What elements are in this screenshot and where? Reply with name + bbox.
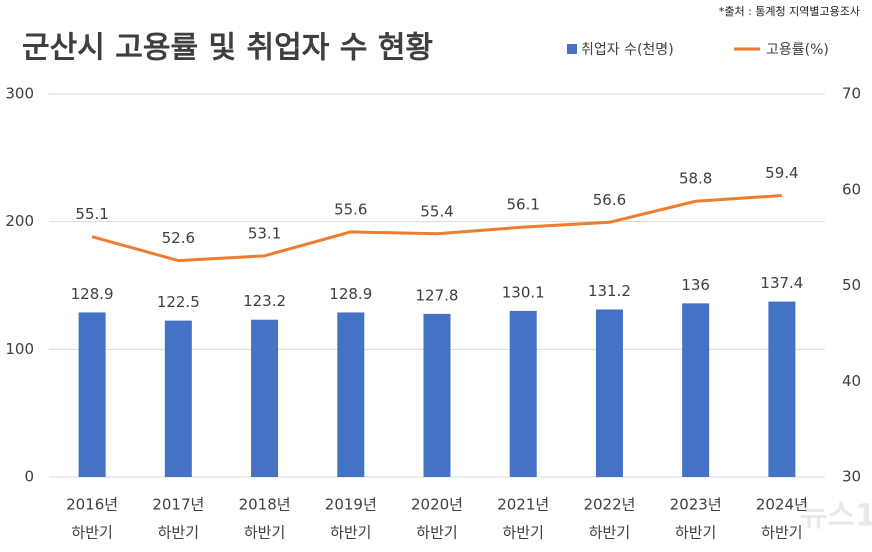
y2-tick-label: 60 (842, 180, 861, 198)
value-label: 127.8 (416, 286, 459, 304)
legend-label: 취업자 수(천명) (581, 42, 674, 58)
x-tick-label: 하반기 (330, 524, 371, 542)
x-tick-label: 2020년 (411, 496, 463, 514)
x-tick-label: 2019년 (325, 496, 377, 514)
legend-label: 고용률(%) (766, 42, 829, 58)
y-tick-label: 100 (5, 340, 34, 358)
x-tick-label: 2017년 (152, 496, 204, 514)
value-label: 130.1 (502, 283, 545, 301)
value-label: 122.5 (157, 293, 200, 311)
value-label: 128.9 (71, 285, 114, 303)
y2-tick-label: 50 (842, 276, 861, 294)
y2-tick-label: 40 (842, 372, 861, 390)
value-label: 58.8 (679, 170, 712, 188)
x-tick-label: 2022년 (583, 496, 635, 514)
x-tick-label: 하반기 (416, 524, 457, 542)
value-label: 131.2 (588, 282, 631, 300)
x-tick-label: 하반기 (503, 524, 544, 542)
bar (768, 301, 796, 477)
x-tick-label: 하반기 (589, 524, 630, 542)
bar (337, 312, 365, 477)
y-tick-label: 200 (5, 212, 34, 230)
value-label: 52.6 (162, 229, 195, 247)
x-tick-label: 하반기 (244, 524, 285, 542)
x-tick-label: 하반기 (761, 524, 802, 542)
bar (423, 313, 451, 477)
value-label: 53.1 (248, 224, 281, 242)
y2-tick-label: 30 (842, 468, 861, 486)
y-tick-label: 0 (24, 468, 34, 486)
watermark: 뉴스1 (800, 499, 872, 534)
value-label: 56.1 (507, 196, 540, 214)
x-tick-label: 2024년 (756, 496, 808, 514)
x-tick-label: 하반기 (675, 524, 716, 542)
bar (251, 319, 279, 477)
value-label: 55.1 (75, 205, 108, 223)
x-tick-label: 하반기 (158, 524, 199, 542)
value-label: 123.2 (243, 292, 286, 310)
y2-tick-label: 70 (842, 85, 861, 103)
value-label: 128.9 (329, 285, 372, 303)
value-label: 55.4 (420, 202, 453, 220)
value-label: 59.4 (765, 164, 798, 182)
x-tick-label: 하반기 (71, 524, 112, 542)
value-label: 56.6 (593, 191, 626, 209)
bar (78, 312, 106, 477)
bar (595, 309, 623, 477)
source-note: *출처 : 통계청 지역별고용조사 (719, 5, 860, 18)
y-tick-label: 300 (5, 85, 34, 103)
x-tick-label: 2023년 (670, 496, 722, 514)
bar (682, 303, 710, 477)
x-tick-label: 2021년 (497, 496, 549, 514)
x-tick-label: 2018년 (239, 496, 291, 514)
x-tick-label: 2016년 (66, 496, 118, 514)
value-label: 137.4 (760, 274, 803, 292)
line (91, 193, 782, 263)
bar (164, 320, 192, 477)
chart-title: 군산시 고용률 및 취업자 수 현황 (22, 31, 433, 66)
legend-swatch (567, 44, 577, 54)
bar (509, 310, 537, 477)
value-label: 55.6 (334, 200, 367, 218)
value-label: 136 (681, 276, 710, 294)
